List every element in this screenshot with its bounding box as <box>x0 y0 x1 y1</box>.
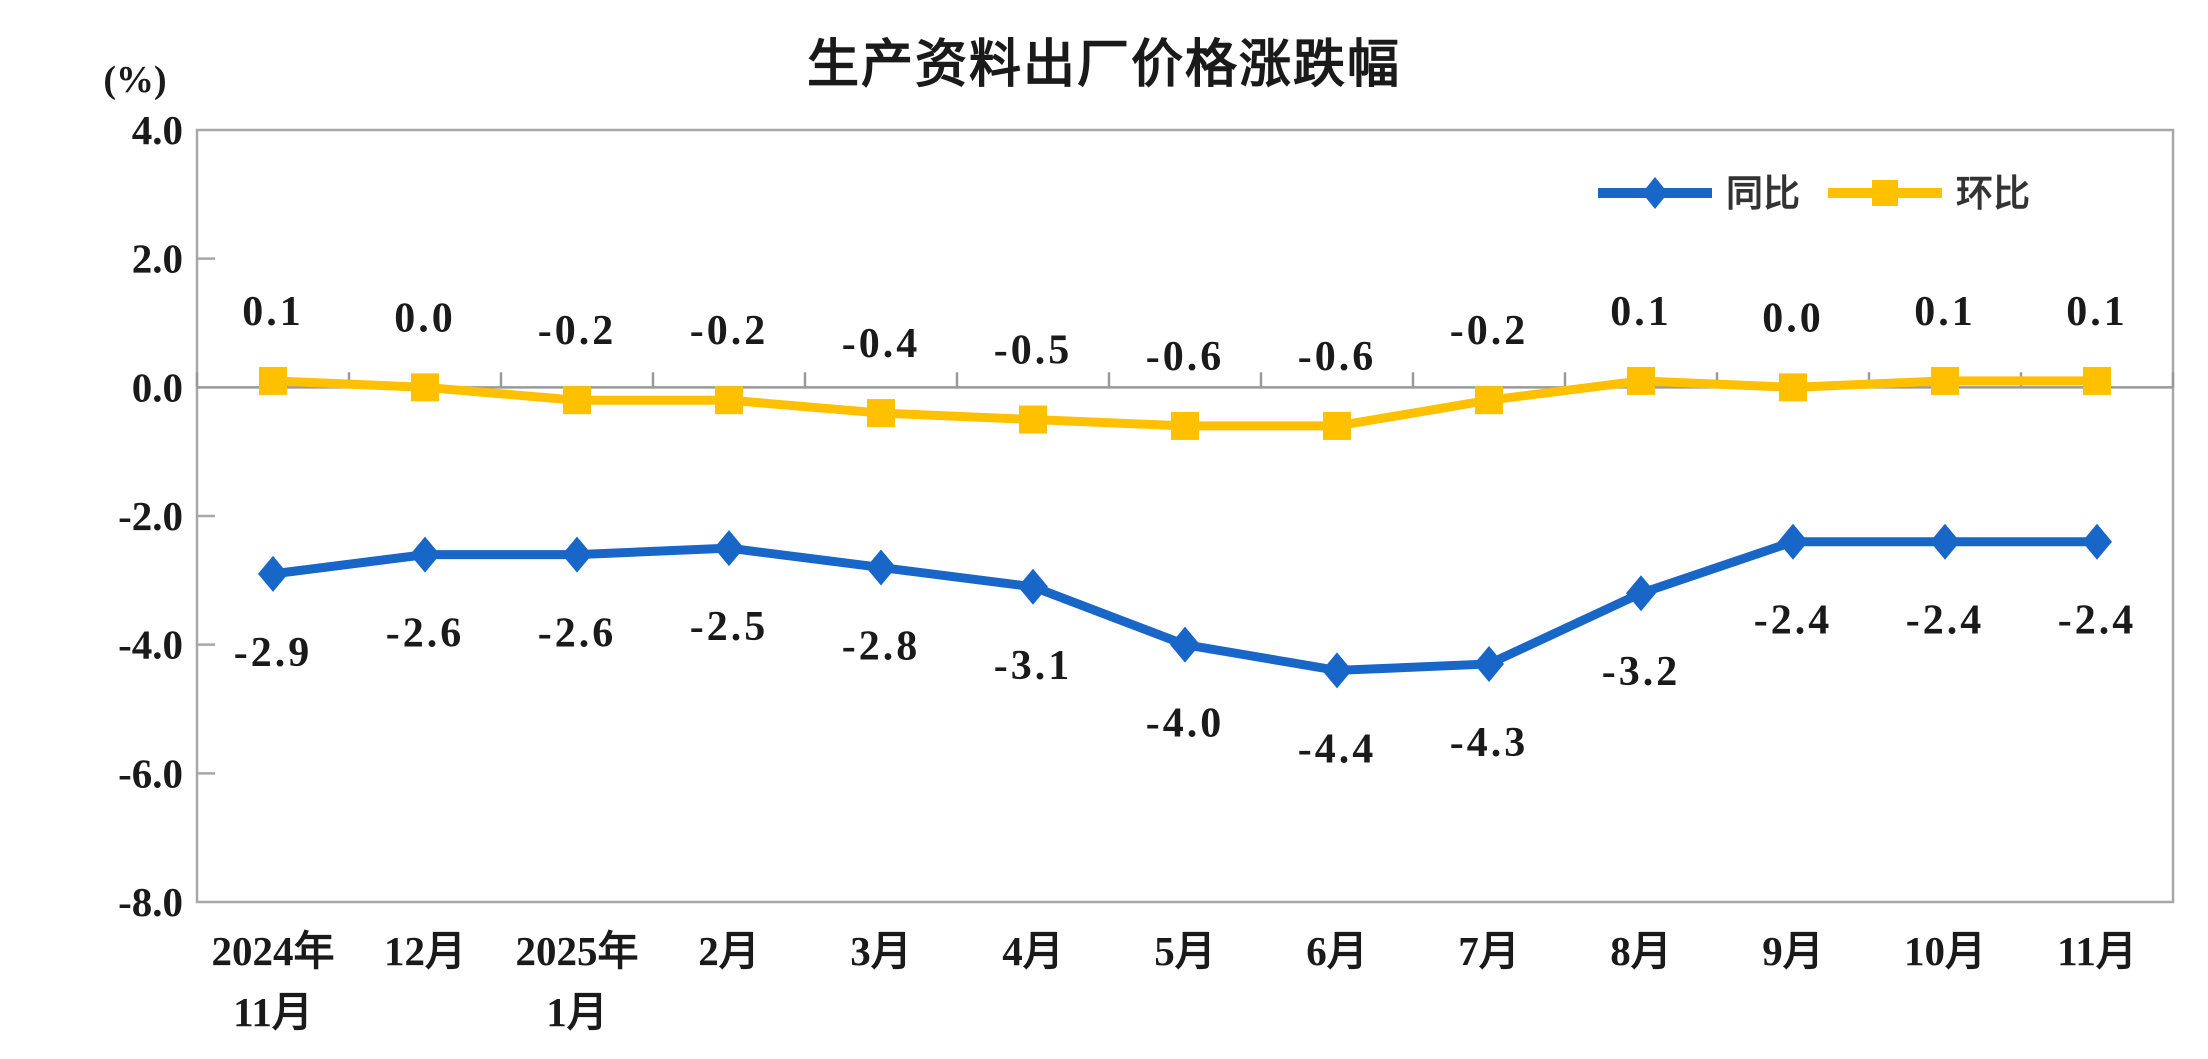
marker-diamond <box>258 555 288 592</box>
marker-square <box>867 399 895 428</box>
data-label-yoy: -4.0 <box>1146 701 1225 747</box>
data-label-mom: -0.4 <box>842 321 921 367</box>
marker-square <box>259 366 287 395</box>
marker-square <box>1931 366 1959 395</box>
series-mom: 0.1 0.0 -0.2 -0.2 -0.4 -0.5 -0.6 -0.6 -0.2 0.1 0.0… <box>242 289 2128 440</box>
data-label-mom: -0.2 <box>1450 308 1529 354</box>
legend-marker-diamond <box>1642 177 1668 209</box>
data-label-yoy: -2.6 <box>538 611 617 657</box>
x-axis-labels: 2024年 11月 12月 2025年 1月 2月 3月 4月 5月 6月 7月 8月 9月 10月 11月 <box>212 928 2137 1035</box>
data-label-yoy: -2.9 <box>234 630 313 676</box>
data-label-mom: -0.2 <box>538 308 617 354</box>
marker-square <box>1779 373 1807 402</box>
legend-marker-square <box>1872 180 1898 206</box>
x-tick-label: 2月 <box>698 928 760 974</box>
marker-diamond <box>1474 645 1504 682</box>
marker-diamond <box>714 530 744 567</box>
data-label-yoy: -4.4 <box>1298 726 1377 772</box>
data-label-yoy: -4.3 <box>1450 720 1529 766</box>
data-label-mom: 0.1 <box>2066 289 2128 335</box>
x-tick-label: 5月 <box>1154 928 1216 974</box>
marker-square <box>715 386 743 415</box>
marker-square <box>1019 405 1047 434</box>
marker-diamond <box>1170 626 1200 663</box>
data-label-yoy: -2.5 <box>690 604 769 650</box>
x-tick-label: 2024年 <box>212 928 335 974</box>
data-label-yoy: -2.4 <box>1906 598 1985 644</box>
y-tick-label: -6.0 <box>118 750 183 796</box>
x-tick-label: 2025年 <box>516 928 639 974</box>
marker-diamond <box>1322 652 1352 689</box>
y-axis-unit-label: (%) <box>103 59 166 101</box>
y-axis: 4.0 2.0 0.0 -2.0 -4.0 -6.0 -8.0 <box>118 107 215 925</box>
marker-square <box>563 386 591 415</box>
marker-diamond <box>2082 523 2112 560</box>
x-tick-label: 1月 <box>546 989 608 1035</box>
y-tick-label: -8.0 <box>118 879 183 925</box>
data-label-yoy: -2.6 <box>386 611 465 657</box>
y-tick-label: 2.0 <box>132 236 183 282</box>
x-tick-label: 6月 <box>1306 928 1368 974</box>
chart-title: 生产资料出厂价格涨跌幅 <box>806 36 1401 94</box>
marker-square <box>1323 411 1351 440</box>
x-tick-label: 3月 <box>850 928 912 974</box>
legend-label-yoy: 同比 <box>1726 173 1800 215</box>
marker-diamond <box>866 549 896 586</box>
legend-label-mom: 环比 <box>1956 173 2030 215</box>
data-label-mom: 0.0 <box>394 295 456 341</box>
data-label-yoy: -3.1 <box>994 643 1073 689</box>
x-tick-label: 11月 <box>233 989 313 1035</box>
legend-item-mom: 环比 <box>1828 173 2030 215</box>
x-tick-label: 11月 <box>2057 928 2137 974</box>
data-label-yoy: -3.2 <box>1602 649 1681 695</box>
data-label-mom: -0.6 <box>1146 334 1225 380</box>
data-label-yoy: -2.4 <box>2058 598 2137 644</box>
x-tick-label: 12月 <box>384 928 466 974</box>
marker-diamond <box>562 536 592 573</box>
data-label-mom: -0.5 <box>994 328 1073 374</box>
data-label-mom: -0.6 <box>1298 334 1377 380</box>
data-label-yoy: -2.8 <box>842 623 921 669</box>
data-label-mom: 0.1 <box>242 289 304 335</box>
y-tick-label: 4.0 <box>132 107 183 153</box>
series-yoy: -2.9 -2.6 -2.6 -2.5 -2.8 -3.1 -4.0 -4.4 -4.3 -3.2… <box>234 523 2137 772</box>
marker-diamond <box>1778 523 1808 560</box>
data-label-mom: -0.2 <box>690 308 769 354</box>
legend: 同比 环比 <box>1598 173 2030 215</box>
marker-square <box>1627 366 1655 395</box>
marker-square <box>1475 386 1503 415</box>
marker-square <box>411 373 439 402</box>
x-tick-label: 8月 <box>1610 928 1672 974</box>
marker-square <box>2083 366 2111 395</box>
marker-square <box>1171 411 1199 440</box>
plot-area-border <box>195 128 2175 904</box>
data-label-mom: 0.1 <box>1610 289 1672 335</box>
y-tick-label: 0.0 <box>132 364 183 410</box>
x-tick-label: 7月 <box>1458 928 1520 974</box>
data-label-mom: 0.1 <box>1914 289 1976 335</box>
marker-diamond <box>1930 523 1960 560</box>
legend-item-yoy: 同比 <box>1598 173 1800 215</box>
x-tick-label: 4月 <box>1002 928 1064 974</box>
x-tick-label: 9月 <box>1762 928 1824 974</box>
marker-diamond <box>1018 568 1048 605</box>
data-label-mom: 0.0 <box>1762 295 1824 341</box>
marker-diamond <box>1626 575 1656 612</box>
y-tick-label: -4.0 <box>118 622 183 668</box>
x-tick-label: 10月 <box>1904 928 1986 974</box>
y-tick-label: -2.0 <box>118 493 183 539</box>
data-label-yoy: -2.4 <box>1754 598 1833 644</box>
marker-diamond <box>410 536 440 573</box>
